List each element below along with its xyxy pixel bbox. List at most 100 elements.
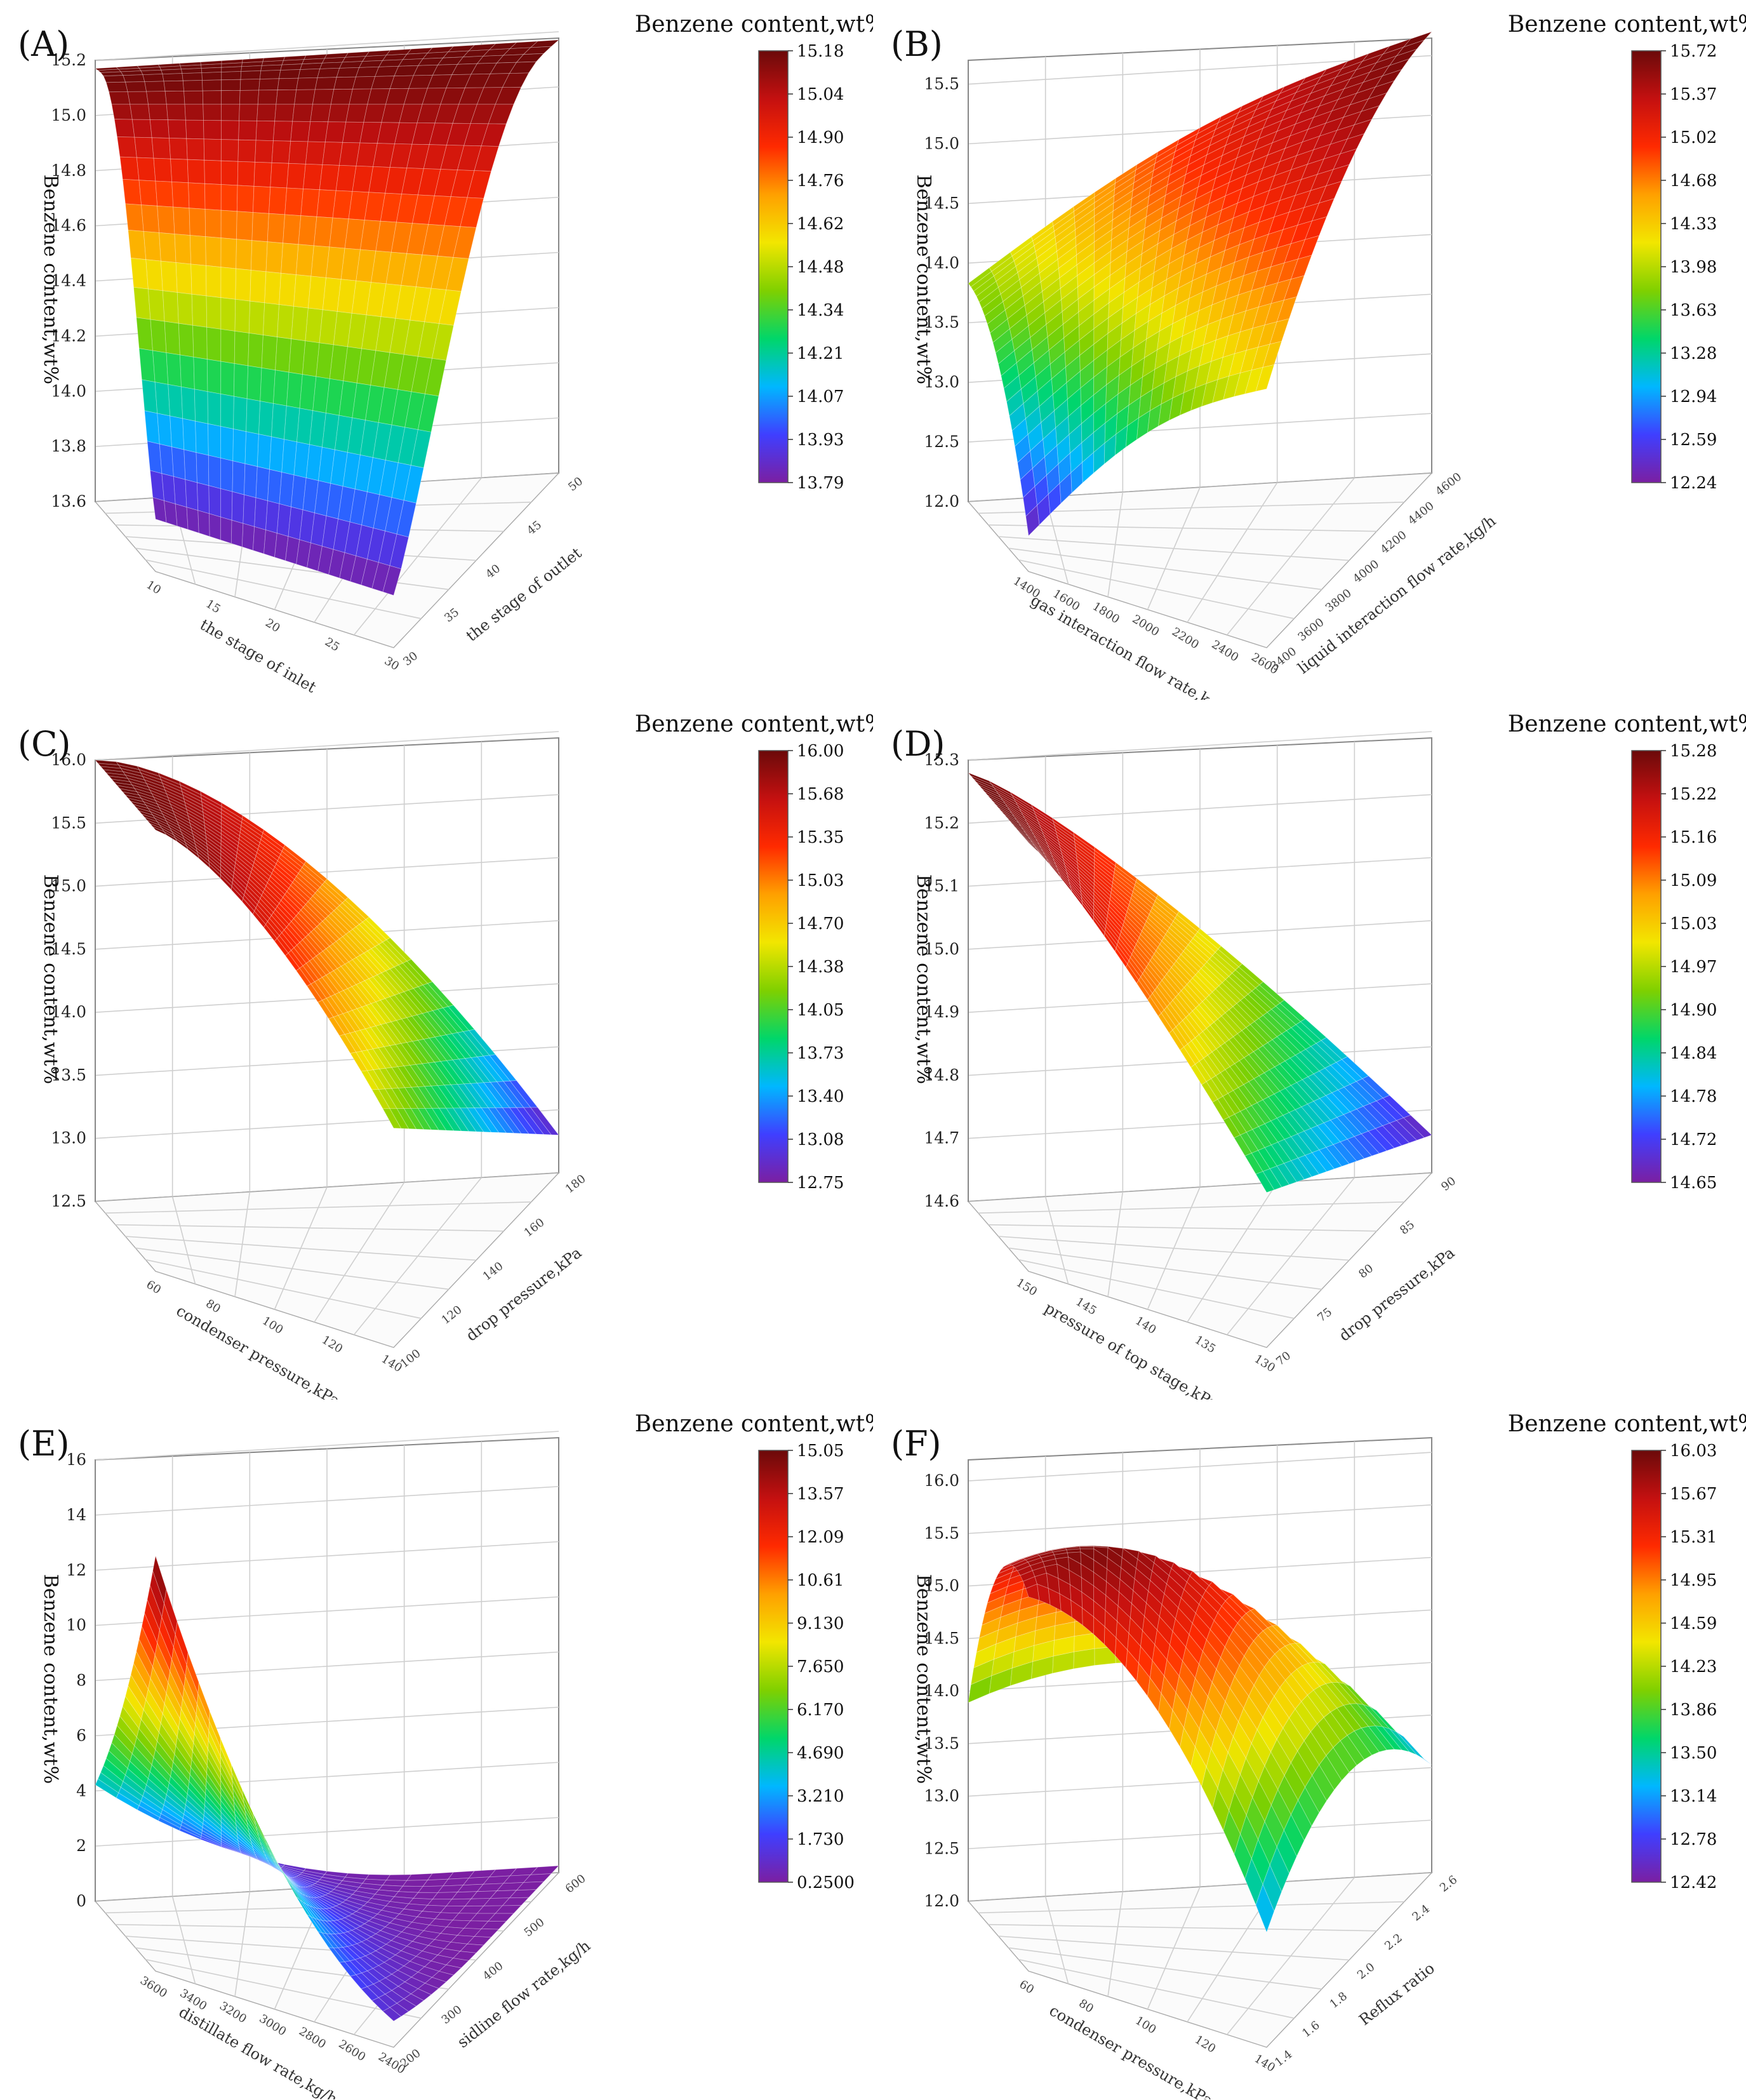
surface-cell — [272, 121, 293, 142]
colorbar-tick-label: 14.21 — [797, 344, 844, 363]
surface-cell — [185, 479, 199, 511]
surface-cell — [194, 389, 209, 424]
z-tick-label: 2 — [76, 1836, 86, 1855]
x-tick-label: 3200 — [217, 1999, 249, 2026]
surface-cell — [124, 81, 147, 92]
panel-a: 13.6 13.8 14.0 14.2 14.4 14.6 14.8 15.0 15.2 10 15… — [0, 0, 873, 700]
y-tick-label: 2.4 — [1410, 1902, 1432, 1923]
surface-cell — [181, 386, 196, 422]
surface-cell — [221, 79, 241, 91]
surface-cell — [204, 183, 222, 211]
surface-cell — [205, 236, 222, 268]
surface-cell — [290, 121, 311, 142]
colorbar-tick-label: 14.78 — [1670, 1087, 1717, 1106]
z-gridline — [95, 1431, 559, 1461]
z-tick-label: 15.2 — [924, 813, 959, 832]
surface-cell — [167, 119, 187, 139]
surface-cell — [136, 317, 153, 351]
surface-cell — [220, 297, 236, 331]
y-tick-label: 180 — [563, 1172, 589, 1196]
surface-cell — [271, 140, 291, 164]
surface-cell — [314, 77, 337, 90]
colorbar-tick-label: 13.40 — [797, 1087, 844, 1106]
z-tick-label: 15.5 — [51, 813, 86, 832]
surface-cell — [208, 485, 221, 518]
z-tick-label: 14.5 — [924, 194, 959, 212]
x-tick-label: 120 — [319, 1333, 345, 1356]
surface-cell — [1347, 1730, 1373, 1760]
surface-cell — [305, 141, 326, 165]
surface-cell — [191, 293, 208, 328]
surface-cell — [254, 497, 268, 531]
colorbar-tick-label: 14.23 — [1670, 1657, 1717, 1676]
z-tick-label: 12.0 — [924, 1892, 959, 1910]
colorbar-tick-label: 15.16 — [1670, 828, 1717, 847]
surface-cell — [148, 104, 168, 121]
surface-cell — [1079, 1546, 1095, 1549]
z-tick-label: 14.7 — [924, 1129, 959, 1147]
surface-cell — [170, 415, 185, 450]
surface — [95, 1556, 559, 2022]
z-tick-label: 14.8 — [924, 1066, 959, 1084]
surface-cell — [250, 269, 267, 304]
colorbar-tick-label: 13.63 — [1670, 301, 1717, 320]
surface — [968, 772, 1432, 1193]
surface-cell — [157, 413, 172, 448]
surface-cell — [1073, 1648, 1095, 1669]
surface-cell — [142, 74, 164, 83]
x-tick-label: 2400 — [1209, 638, 1241, 664]
surface-cell — [292, 104, 313, 122]
surface-cell — [117, 137, 137, 158]
surface-cell — [1304, 216, 1328, 240]
surface-cell — [136, 157, 156, 182]
surface-cell — [163, 80, 185, 92]
colorbar-tick-label: 15.72 — [1670, 42, 1717, 61]
surface-cell — [208, 423, 222, 458]
surface-cell — [175, 504, 189, 530]
z-tick-label: 15.0 — [51, 877, 86, 895]
x-tick-label: 2600 — [336, 2037, 368, 2064]
surface — [968, 31, 1433, 537]
surface-cell — [220, 160, 239, 186]
y-tick-label: 2.0 — [1355, 1960, 1377, 1982]
surface-cell — [182, 80, 203, 91]
panel-label: (D) — [891, 724, 945, 764]
surface-cell — [114, 119, 135, 138]
chart-svg: 12.5 13.0 13.5 14.0 14.5 15.0 15.5 16.0 60 80 100 1… — [18, 711, 873, 1400]
surface-cell — [288, 140, 309, 164]
surface-cell — [174, 234, 192, 265]
surface-cell — [474, 145, 500, 172]
surface-cell — [277, 77, 299, 91]
colorbar-tick-label: 15.04 — [797, 85, 844, 104]
surface-cell — [280, 64, 303, 70]
x-tick-label: 2200 — [1170, 625, 1201, 652]
surface-cell — [197, 510, 210, 537]
colorbar-tick-label: 15.18 — [797, 42, 844, 61]
chart-svg: 14.614.714.814.915.015.115.215.315014514… — [891, 711, 1746, 1400]
surface-cell — [530, 1865, 559, 1875]
surface-cell — [1283, 275, 1305, 301]
surface-cell — [237, 139, 257, 163]
surface-cell — [328, 104, 350, 123]
colorbar-tick-label: 14.72 — [1670, 1130, 1717, 1149]
surface-cell — [154, 382, 171, 417]
surface-cell — [203, 138, 222, 161]
panel-label: (F) — [891, 1424, 942, 1464]
x-tick-label: 80 — [1076, 1996, 1096, 2016]
y-tick-label: 500 — [522, 1916, 547, 1940]
y-tick-label: 40 — [483, 562, 503, 582]
x-tick-label: 25 — [323, 635, 342, 654]
surface-cell — [234, 298, 251, 333]
surface-cell — [206, 359, 222, 394]
surface-cell — [144, 81, 166, 92]
surface-cell — [220, 210, 237, 240]
surface-cell — [177, 292, 193, 326]
y-axis-label: drop pressure,kPa — [1336, 1244, 1458, 1345]
y-tick-label: 30 — [401, 649, 420, 669]
z-tick-label: 14.9 — [924, 1003, 959, 1021]
surface-cell — [239, 104, 258, 121]
colorbar-tick-label: 13.50 — [1670, 1744, 1717, 1763]
surface-cell — [171, 446, 186, 480]
surface-cell — [221, 90, 241, 105]
z-tick-label: 13.5 — [924, 1734, 959, 1753]
